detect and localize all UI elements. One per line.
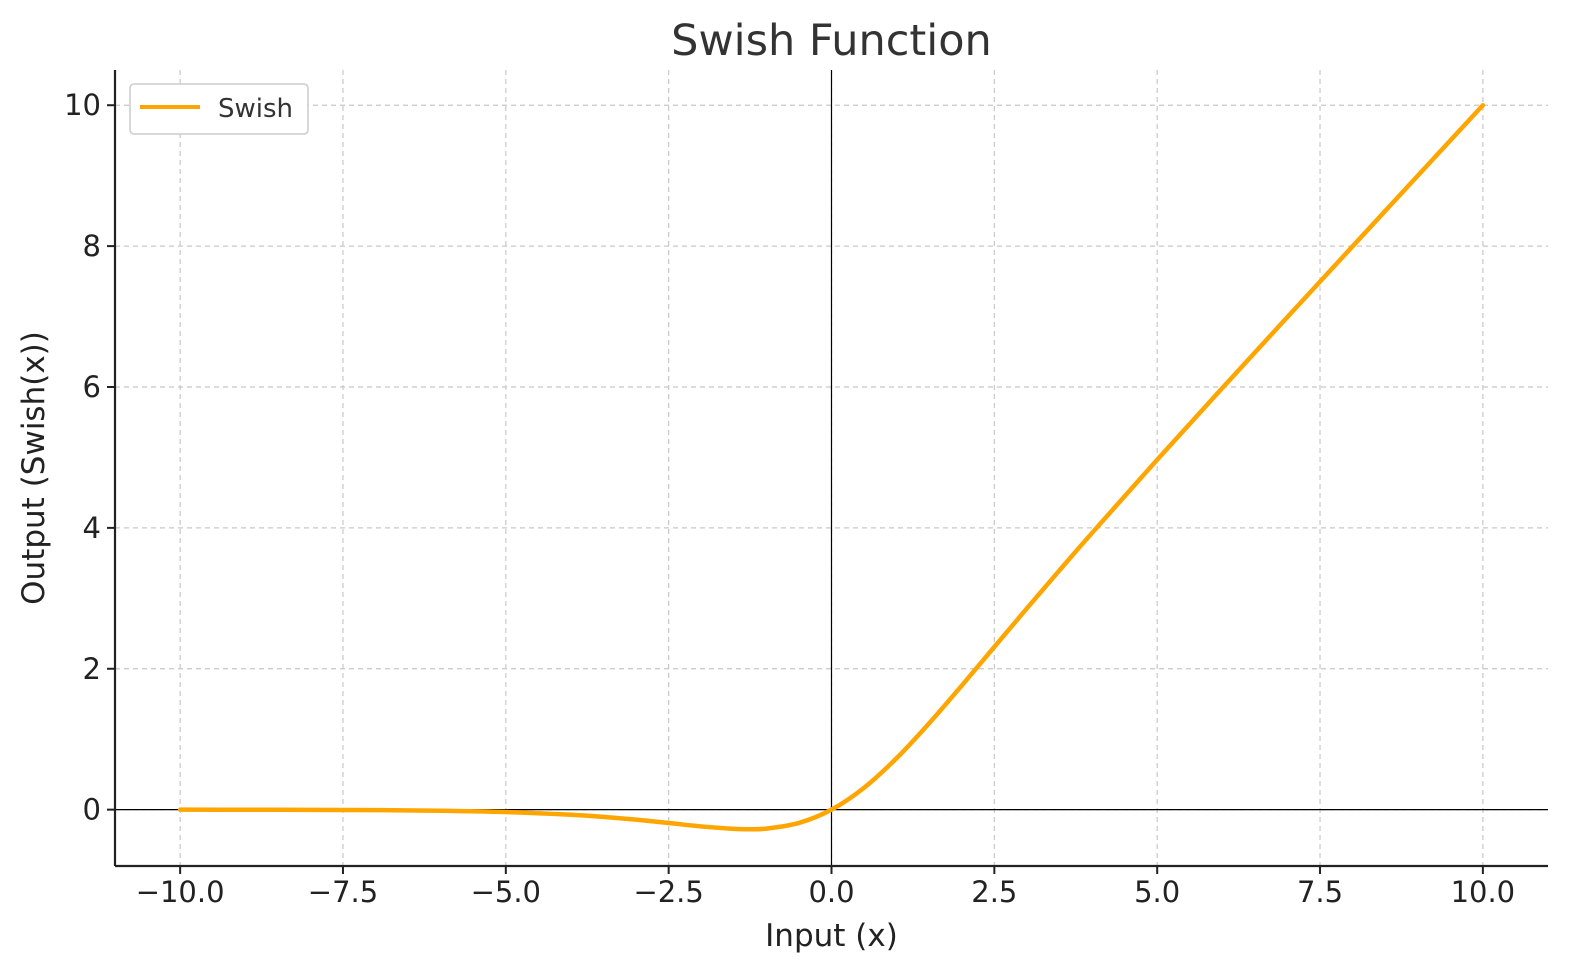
legend-label-swish: Swish [218,94,293,124]
y-tick-label: 4 [83,511,101,545]
y-axis-label: Output (Swish(x)) [16,331,52,605]
y-tick-label: 2 [83,652,101,686]
legend-box [129,83,309,135]
x-tick-label: 10.0 [1451,875,1516,909]
y-tick-label: 0 [83,793,101,827]
y-tick-label: 6 [83,370,101,404]
x-axis-label: Input (x) [765,918,898,954]
chart-title: Swish Function [671,16,992,66]
tick-layer: −10.0 −7.5 −5.0 −2.5 0.0 2.5 5.0 7.5 10.0 0 2 4 6 8 10 [64,88,1515,909]
x-tick-label: 0.0 [808,875,854,909]
x-tick-label: 5.0 [1134,875,1180,909]
x-tick-label: −5.0 [471,875,541,909]
legend: Swish [129,83,309,135]
x-tick-label: −7.5 [308,875,378,909]
x-tick-label: −10.0 [136,875,225,909]
series-line-swish [177,103,1486,832]
x-tick-label: 7.5 [1297,875,1343,909]
series-layer [177,103,1486,832]
x-tick-label: −2.5 [633,875,703,909]
y-tick-label: 8 [83,229,101,263]
y-tick-label: 10 [64,88,101,122]
x-tick-label: 2.5 [971,875,1017,909]
